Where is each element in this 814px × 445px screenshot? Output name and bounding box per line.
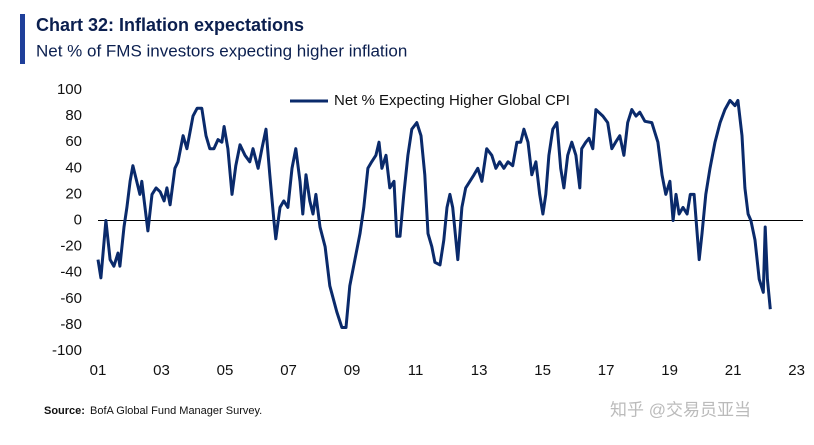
y-tick-label: 40	[65, 159, 82, 176]
source: BofA Global Fund Manager Survey.	[90, 405, 262, 417]
y-tick-label: 100	[57, 81, 82, 98]
y-tick-label: 60	[65, 133, 82, 150]
x-tick-label: 23	[788, 362, 805, 379]
chart-title: Chart 32: Inflation expectations	[36, 15, 304, 35]
x-tick-label: 13	[471, 362, 488, 379]
title-accent	[20, 14, 25, 64]
x-tick-label: 11	[408, 362, 424, 379]
watermark: 知乎 @交易员亚当	[610, 400, 751, 419]
y-tick-label: -60	[60, 290, 82, 307]
data-line	[96, 98, 772, 329]
y-tick-label: -100	[52, 342, 82, 359]
x-tick-label: 15	[534, 362, 551, 379]
x-tick-label: 19	[661, 362, 678, 379]
source-label: Source:	[44, 405, 85, 417]
y-tick-label: -20	[60, 238, 82, 255]
legend-label: Net % Expecting Higher Global CPI	[334, 92, 570, 109]
x-tick-label: 03	[153, 362, 170, 379]
x-tick-label: 05	[217, 362, 234, 379]
chart-subtitle: Net % of FMS investors expecting higher …	[36, 41, 407, 60]
x-tick-label: 01	[90, 362, 107, 379]
y-tick-label: 80	[65, 107, 82, 124]
y-tick-label: -40	[60, 264, 82, 281]
x-tick-label: 09	[344, 362, 361, 379]
y-tick-label: 20	[65, 185, 82, 202]
x-tick-label: 07	[280, 362, 297, 379]
y-tick-label: -80	[60, 316, 82, 333]
x-tick-label: 17	[598, 362, 615, 379]
x-tick-label: 21	[725, 362, 742, 379]
y-tick-label: 0	[74, 211, 82, 228]
